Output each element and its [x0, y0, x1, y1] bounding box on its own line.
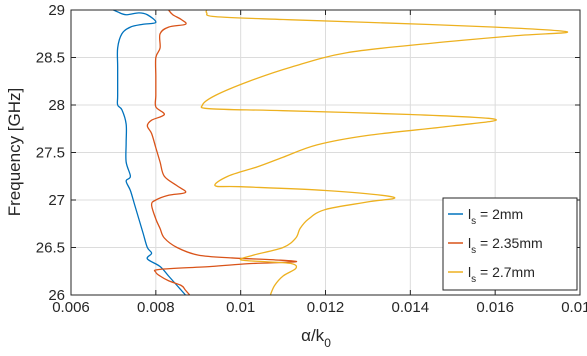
x-tick-label: 0.01 — [226, 299, 255, 316]
x-tick-label: 0.006 — [52, 299, 90, 316]
series-line-3 — [200, 9, 568, 296]
x-tick-label: 0.014 — [392, 299, 430, 316]
x-axis-label-main: α/k — [301, 326, 325, 345]
axis-ticks: 0.006 0.008 0.01 0.012 0.014 0.016 0.018 26 26.5… — [36, 2, 587, 316]
y-tick-label: 28.5 — [36, 50, 65, 67]
legend-entry: ls = 2.7mm — [468, 264, 535, 285]
y-tick-label: 26.5 — [36, 240, 65, 257]
y-tick-label: 27.5 — [36, 145, 65, 162]
x-axis-label: α/k0 — [301, 326, 331, 350]
y-tick-label: 27 — [48, 192, 65, 209]
x-tick-label: 0.018 — [561, 299, 587, 316]
y-tick-label: 26 — [48, 287, 65, 304]
x-tick-label: 0.016 — [476, 299, 514, 316]
x-tick-label: 0.012 — [307, 299, 345, 316]
y-tick-label: 28 — [48, 97, 65, 114]
x-axis-label-subscript: 0 — [324, 336, 331, 350]
series-line-2 — [146, 9, 298, 296]
series-line-1 — [113, 9, 187, 296]
legend-entry: ls = 2mm — [468, 206, 523, 227]
y-tick-label: 29 — [48, 2, 65, 19]
legend-box — [442, 197, 578, 291]
legend-entry: ls = 2.35mm — [468, 235, 543, 256]
y-axis-label: Frequency [GHz] — [5, 88, 24, 217]
x-tick-label: 0.008 — [137, 299, 175, 316]
series-lines — [113, 9, 568, 296]
legend: ls = 2mm ls = 2.35mm ls = 2.7mm — [442, 197, 578, 291]
